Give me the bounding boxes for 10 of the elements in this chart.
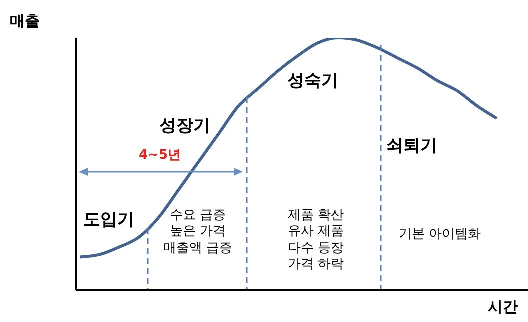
annotation: 성숙기 [286, 71, 340, 92]
annotation: 성장기 [158, 116, 212, 138]
y-axis-title: 매출 [10, 12, 40, 31]
annotation: 수요 급증 높은 가격 매출액 급증 [162, 208, 234, 257]
x-axis-title: 시간 [488, 298, 518, 317]
annotation: 제품 확산 유사 제품 다수 등장 가격 하락 [286, 208, 346, 273]
annotation: 도입기 [82, 210, 136, 232]
annotation: 4~5년 [138, 148, 182, 164]
annotation: 기본 아이템화 [398, 227, 482, 244]
annotation: 쇠퇴기 [386, 136, 438, 158]
